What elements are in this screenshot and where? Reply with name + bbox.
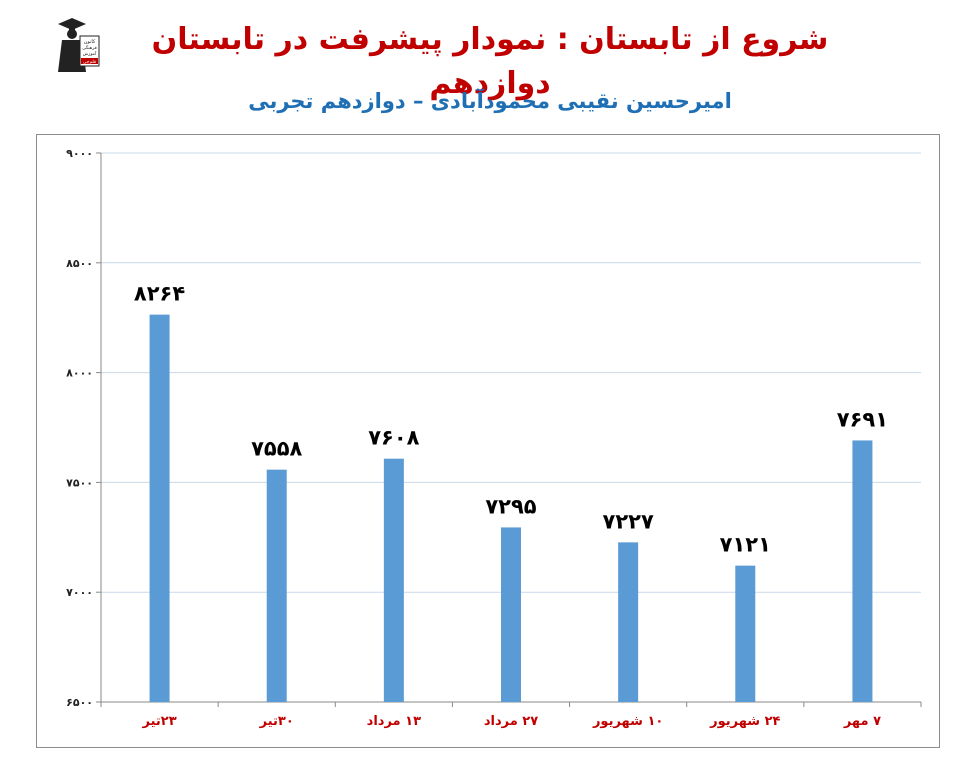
y-tick-label: ۷۰۰۰ xyxy=(66,586,93,599)
graduate-logo-icon: كانون فرهنگی آموزش قلم‌چی xyxy=(58,18,100,72)
x-tick-label: ۲۴ شهریور xyxy=(709,714,780,729)
bar-value-label: ۷۶۹۱ xyxy=(837,407,888,431)
bar xyxy=(852,440,873,702)
chart-area: ۶۵۰۰ ۷۰۰۰ ۷۵۰۰ ۸۰۰۰ ۸۵۰۰ ۹۰۰۰ ۸۲۶۴ ۲۳تیر ۷۵۵۸ ۳۰ت… xyxy=(36,134,940,748)
page-subtitle: امیرحسین نقیبی محمودآبادی – دوازدهم تجرب… xyxy=(248,89,732,113)
bar xyxy=(266,469,287,702)
bar xyxy=(501,527,521,702)
bar-chart: ۶۵۰۰ ۷۰۰۰ ۷۵۰۰ ۸۰۰۰ ۸۵۰۰ ۹۰۰۰ ۸۲۶۴ ۲۳تیر ۷۵۵۸ ۳۰ت… xyxy=(66,147,922,729)
logo-text-line: آموزش xyxy=(83,51,97,57)
bar-value-label: ۷۱۲۱ xyxy=(720,533,771,557)
bar-value-label: ۷۲۲۷ xyxy=(603,509,654,533)
x-tick-label: ۷ مهر xyxy=(843,714,881,729)
y-tick-label: ۶۵۰۰ xyxy=(66,696,93,709)
x-tick-label: ۲۳تیر xyxy=(141,714,176,729)
bar-value-label: ۷۶۰۸ xyxy=(368,426,419,450)
page-title: شروع از تابستان : نمودار پیشرفت در تابست… xyxy=(151,22,829,101)
y-tick-label: ۹۰۰۰ xyxy=(66,147,93,160)
bar xyxy=(383,458,404,702)
logo-text-line: كانون xyxy=(84,39,96,45)
y-tick-label: ۷۵۰۰ xyxy=(66,476,93,489)
y-tick-label: ۸۵۰۰ xyxy=(66,257,93,270)
x-tick-label: ۲۷ مرداد xyxy=(484,714,538,729)
x-tick-label: ۱۳ مرداد xyxy=(367,714,421,729)
bar xyxy=(618,542,639,702)
bar xyxy=(149,314,170,702)
logo-text-line: فرهنگی xyxy=(82,44,97,51)
y-tick-label: ۸۰۰۰ xyxy=(66,367,93,380)
x-tick-label: ۳۰تیر xyxy=(259,714,294,729)
logo-text-line: قلم‌چی xyxy=(83,60,96,65)
bar-value-label: ۸۲۶۴ xyxy=(134,282,185,306)
x-tick-label: ۱۰ شهریور xyxy=(592,714,663,729)
bar xyxy=(735,565,756,702)
bar-value-label: ۷۵۵۸ xyxy=(251,437,302,461)
bar-value-label: ۷۲۹۵ xyxy=(485,494,536,518)
